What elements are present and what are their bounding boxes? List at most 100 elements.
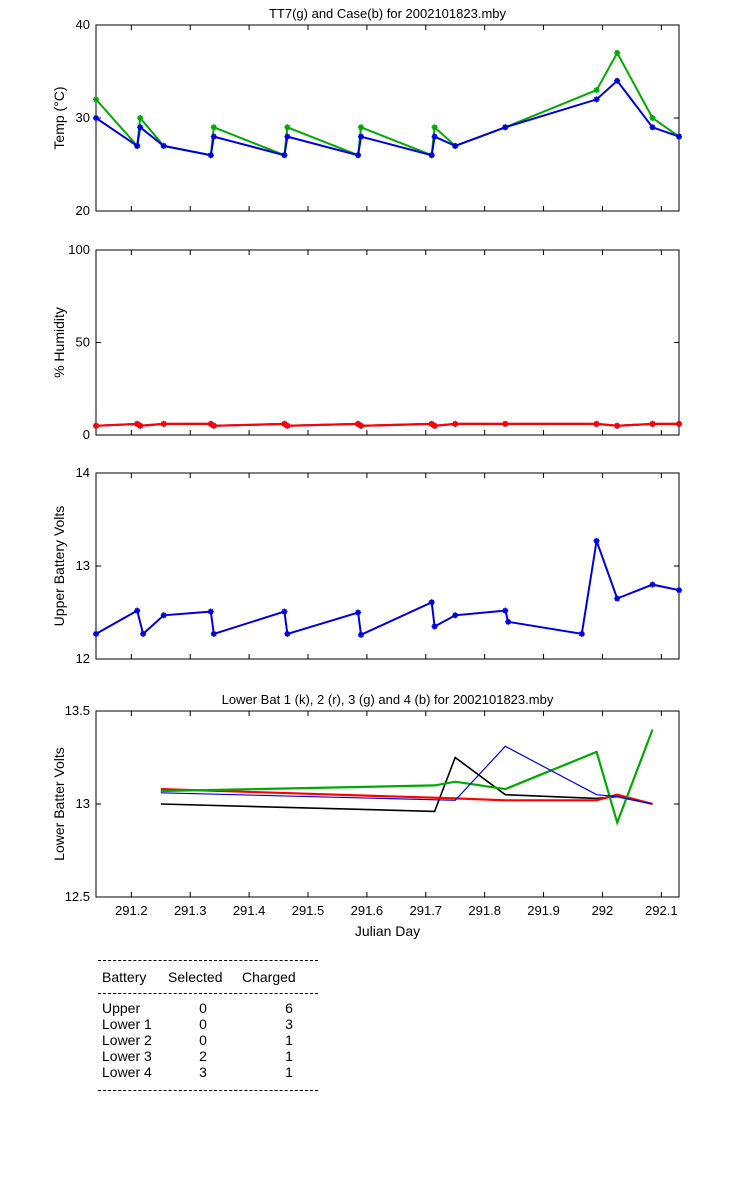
data-point [137, 124, 144, 131]
plot-frame [95, 249, 680, 436]
marker-stroke [431, 423, 438, 429]
marker-stroke [593, 87, 600, 93]
y-tick-label: 100 [68, 242, 90, 257]
series-line [96, 50, 679, 157]
marker-stroke [284, 631, 291, 637]
cell-battery: Lower 1 [102, 1016, 152, 1032]
data-point [502, 124, 509, 131]
marker-stroke [431, 623, 438, 630]
marker-stroke [676, 421, 682, 427]
marker-stroke [649, 421, 656, 427]
data-point [93, 630, 99, 637]
data-point [140, 630, 147, 637]
table-row: Lower 2 0 1 [98, 1032, 318, 1048]
marker-stroke [505, 619, 511, 625]
figure: 20 30 40 TT7(g) and Case(b) for 2002101823.… [51, 6, 682, 939]
data-point [676, 587, 682, 594]
marker-stroke [137, 423, 143, 429]
chart-title: Lower Bat 1 (k), 2 (r), 3 (g) and 4 (b) … [222, 692, 554, 707]
data-point [452, 142, 459, 149]
marker-stroke [593, 421, 600, 427]
chart-title: TT7(g) and Case(b) for 2002101823.mby [269, 6, 507, 21]
x-tick-label: 291.3 [174, 903, 207, 918]
marker-stroke [358, 124, 364, 130]
marker-stroke [614, 595, 620, 602]
data-point [284, 630, 291, 637]
data-point [160, 142, 167, 149]
y-tick-label: 14 [76, 465, 90, 480]
data-point [431, 133, 438, 140]
y-axis-label: Upper Battery Volts [51, 506, 67, 627]
marker-stroke [429, 421, 435, 427]
cell-charged: 1 [285, 1048, 293, 1064]
marker-stroke [140, 631, 146, 637]
data-point [593, 537, 600, 544]
data-point [210, 630, 217, 637]
data-point [431, 422, 438, 429]
data-point [134, 142, 141, 149]
marker-stroke [137, 124, 143, 130]
marker-stroke [452, 143, 458, 149]
marker-stroke [211, 631, 217, 637]
marker-stroke [93, 631, 99, 637]
marker-stroke [134, 421, 140, 427]
data-point [284, 422, 291, 429]
marker-stroke [649, 581, 656, 588]
marker-stroke [358, 423, 364, 429]
data-point [431, 623, 438, 630]
marker-stroke [281, 152, 288, 158]
marker-stroke [211, 133, 217, 140]
x-tick-label: 291.6 [351, 903, 384, 918]
data-point [358, 422, 364, 429]
table-header: Battery Selected Charged [98, 961, 318, 993]
data-point [358, 631, 364, 638]
series-line [96, 540, 679, 637]
data-point [593, 96, 600, 103]
marker-stroke [284, 423, 291, 429]
marker-stroke [358, 133, 364, 140]
marker-stroke [614, 50, 620, 56]
data-point [614, 595, 621, 602]
marker-stroke [649, 124, 656, 130]
series-line [160, 745, 653, 805]
marker-stroke [502, 607, 508, 614]
series-line [96, 422, 679, 427]
x-tick-label: 292 [592, 903, 614, 918]
marker-stroke [284, 133, 291, 140]
x-axis-label: Julian Day [355, 923, 420, 939]
marker-stroke [355, 421, 361, 427]
battery-table: Battery Selected Charged Upper 0 6 Lower… [98, 960, 318, 1091]
table-divider-top [98, 960, 318, 961]
data-point [210, 124, 217, 131]
data-point [93, 422, 99, 429]
y-tick-label: 0 [83, 427, 90, 442]
marker-stroke [211, 124, 217, 130]
marker-stroke [676, 133, 682, 140]
data-point [210, 133, 217, 140]
marker-stroke [593, 96, 600, 103]
cell-selected: 0 [199, 1032, 207, 1048]
x-tick-label: 291.8 [468, 903, 501, 918]
data-point [649, 581, 656, 588]
y-tick-label: 20 [76, 203, 90, 218]
data-point [676, 420, 682, 427]
marker-stroke [358, 632, 364, 638]
marker-stroke [452, 612, 458, 618]
data-point [505, 618, 512, 625]
table-row: Lower 1 0 3 [98, 1016, 318, 1032]
header-charged: Charged [242, 969, 296, 985]
data-point [355, 152, 362, 159]
marker-stroke [429, 599, 435, 605]
y-axis-label: Lower Batter Volts [51, 747, 67, 861]
marker-stroke [211, 423, 217, 429]
marker-stroke [429, 152, 435, 158]
cell-charged: 1 [285, 1064, 293, 1080]
cell-selected: 0 [199, 1000, 207, 1016]
marker-stroke [502, 421, 508, 427]
marker-stroke [208, 421, 214, 427]
data-point [502, 607, 509, 614]
data-point [452, 420, 459, 427]
marker-stroke [93, 115, 99, 121]
data-point [649, 124, 656, 131]
cell-battery: Upper [102, 1000, 141, 1016]
